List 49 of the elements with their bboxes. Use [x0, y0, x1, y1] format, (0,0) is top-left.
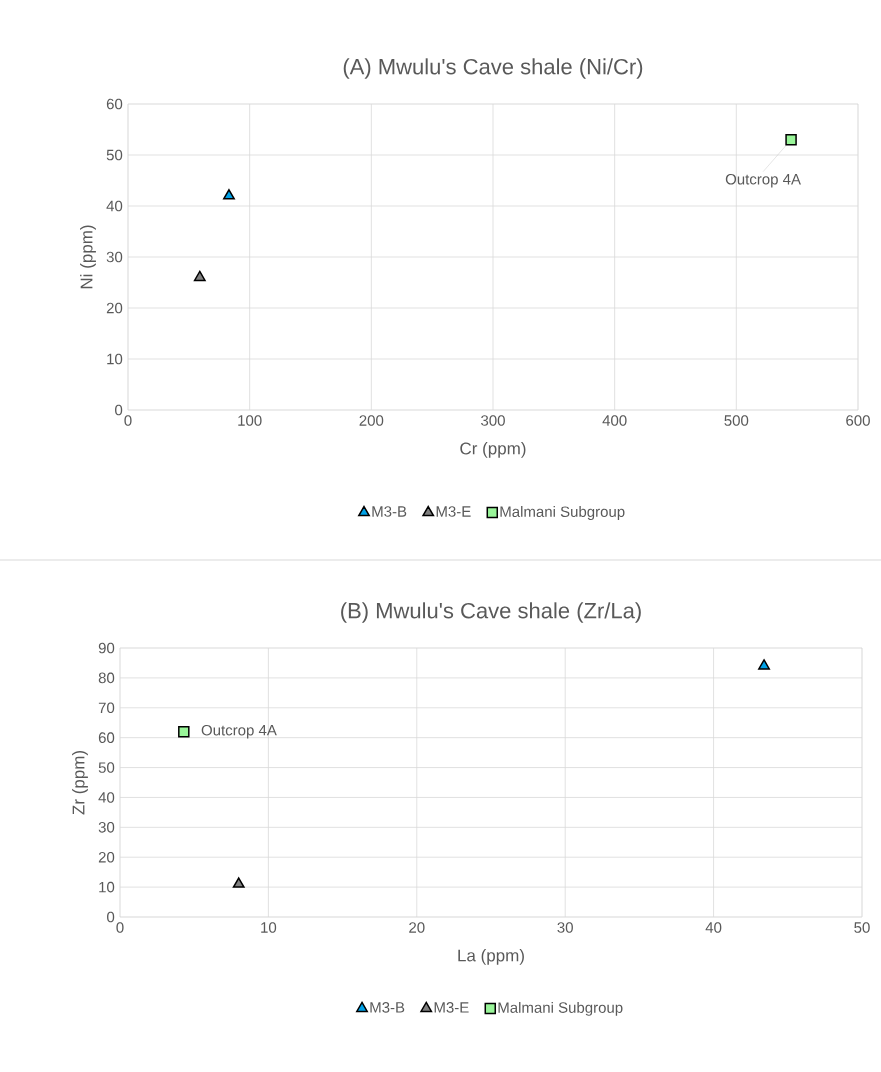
- x-tick-label: 200: [359, 415, 384, 426]
- legend-label: M3-B: [372, 506, 407, 517]
- y-tick-label: 10: [107, 353, 123, 365]
- y-axis-title: Zr (ppm): [72, 750, 88, 815]
- x-tick-label: 600: [846, 415, 870, 426]
- x-tick-label: 500: [724, 415, 749, 426]
- y-tick-label: 70: [98, 702, 115, 714]
- y-tick-label: 60: [106, 98, 123, 110]
- y-tick-label: 0: [115, 404, 123, 416]
- x-tick-label: 300: [481, 415, 505, 426]
- x-tick-label: 0: [124, 415, 132, 426]
- chart-title: (B) Mwulu's Cave shale (Zr/La): [341, 602, 641, 623]
- x-tick-label: 50: [854, 922, 870, 933]
- y-tick-label: 10: [99, 881, 115, 893]
- x-tick-label: 10: [261, 922, 277, 933]
- y-tick-label: 20: [98, 851, 115, 863]
- legend-label: Malmani Subgroup: [498, 1001, 623, 1016]
- y-tick-label: 60: [98, 732, 115, 743]
- x-axis-title: Cr (ppm): [460, 442, 526, 458]
- x-tick-label: 30: [557, 922, 573, 933]
- y-tick-label: 90: [98, 642, 115, 654]
- point: [193, 270, 206, 282]
- legend-label: M3-E: [434, 1002, 469, 1013]
- y-tick-label: 30: [98, 822, 115, 833]
- y-tick-label: 50: [106, 149, 123, 161]
- point: [232, 877, 245, 888]
- point: [758, 659, 770, 670]
- x-tick-label: 400: [602, 415, 627, 426]
- legend-label: M3-E: [436, 506, 471, 517]
- legend-label: M3-B: [370, 1002, 405, 1013]
- y-tick-label: 40: [98, 792, 115, 803]
- legend-label: Malmani Subgroup: [500, 506, 625, 520]
- y-tick-label: 50: [98, 762, 115, 773]
- x-tick-label: 100: [238, 415, 262, 426]
- point: [785, 133, 797, 146]
- y-tick-label: 0: [107, 911, 115, 923]
- x-axis-title: La (ppm): [458, 949, 524, 965]
- annotation: Outcrop 4A: [201, 724, 277, 739]
- x-tick-label: 20: [409, 922, 425, 933]
- y-tick-label: 20: [106, 302, 123, 314]
- y-tick-label: 40: [106, 200, 123, 212]
- annotation: Outcrop 4A: [725, 173, 801, 188]
- point: [223, 189, 235, 200]
- y-tick-label: 80: [98, 672, 115, 684]
- y-tick-label: 30: [106, 251, 123, 263]
- x-tick-label: 40: [705, 922, 722, 933]
- chart-title: (A) Mwulu's Cave shale (Ni/Cr): [343, 58, 643, 79]
- y-axis-title: Ni (ppm): [80, 225, 96, 289]
- point: [178, 725, 190, 738]
